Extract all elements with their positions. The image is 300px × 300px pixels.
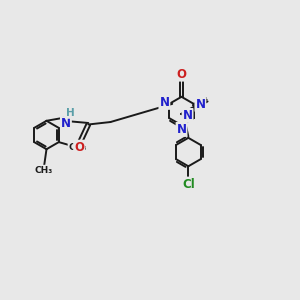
Text: N: N bbox=[195, 98, 206, 111]
Text: CH₃: CH₃ bbox=[68, 142, 87, 152]
Text: Cl: Cl bbox=[182, 178, 195, 190]
Text: O: O bbox=[74, 141, 84, 154]
Text: H: H bbox=[66, 108, 75, 118]
Text: N: N bbox=[176, 123, 187, 136]
Text: O: O bbox=[176, 68, 187, 81]
Text: N: N bbox=[183, 109, 193, 122]
Text: N: N bbox=[61, 117, 71, 130]
Text: N: N bbox=[159, 96, 170, 109]
Text: CH₃: CH₃ bbox=[35, 166, 53, 175]
